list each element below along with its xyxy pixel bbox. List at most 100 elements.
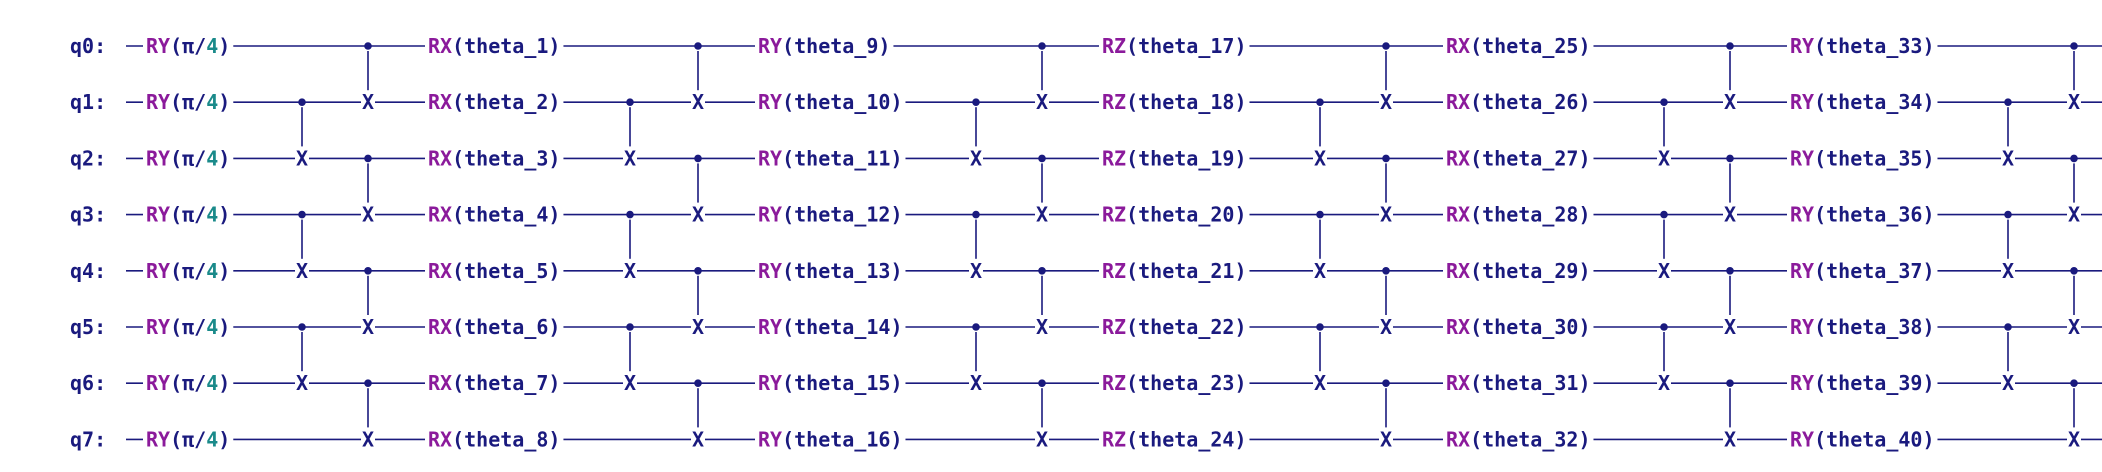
svg-text:RX(theta_32): RX(theta_32) <box>1446 427 1591 451</box>
cnot-control-dot <box>626 210 634 219</box>
ry-pi4-gate: RY(π/4) <box>143 89 234 116</box>
cnot-target: X <box>362 427 374 451</box>
svg-text:RX(theta_28): RX(theta_28) <box>1446 203 1591 227</box>
svg-text:RX(theta_6): RX(theta_6) <box>428 315 560 339</box>
ry-gate: RY(theta_14) <box>755 314 906 340</box>
rx-gate: RX(theta_5) <box>425 257 564 284</box>
cnot-target: X <box>970 371 982 395</box>
rz-gate: RZ(theta_21) <box>1099 257 1250 284</box>
cnot-target: X <box>1380 315 1392 339</box>
svg-text:RY(theta_16): RY(theta_16) <box>758 427 903 451</box>
svg-text:RZ(theta_24): RZ(theta_24) <box>1102 427 1247 451</box>
cnot-target: X <box>1658 146 1670 170</box>
rx-gate: RX(theta_26) <box>1443 89 1594 116</box>
cnot-control-dot <box>1726 267 1734 275</box>
cnot-target: X <box>624 259 636 283</box>
svg-text:RY(π/4): RY(π/4) <box>146 203 230 227</box>
rx-gate: RX(theta_8) <box>425 426 564 453</box>
rx-gate: RX(theta_25) <box>1443 33 1594 59</box>
rz-gate: RZ(theta_20) <box>1099 201 1250 228</box>
cnot-target: X <box>692 315 704 339</box>
gates-layer: RY(π/4) RY(π/4) RY(π/4) RY(π/4) RY(π/4) RY(π/… <box>143 33 2081 453</box>
cnot-target: X <box>362 203 374 227</box>
cnot-target: X <box>1380 90 1392 114</box>
cnot-target: X <box>2068 315 2080 339</box>
cnot-target: X <box>624 146 636 170</box>
cnot-control-dot <box>1316 98 1324 106</box>
cnot-target: X <box>1380 203 1392 227</box>
cnot-control-dot <box>972 323 980 331</box>
cnot-target: X <box>1658 259 1670 283</box>
svg-text:RY(theta_34): RY(theta_34) <box>1790 90 1935 114</box>
cnot-target: X <box>2068 90 2080 114</box>
ry-gate: RY(theta_40) <box>1787 426 1938 453</box>
cnot-target: X <box>296 146 308 170</box>
cnot-control-dot <box>1382 379 1390 388</box>
ry-gate: RY(theta_11) <box>755 145 906 172</box>
cnot-control-dot <box>694 379 702 388</box>
svg-text:RZ(theta_20): RZ(theta_20) <box>1102 203 1247 227</box>
rz-gate: RZ(theta_22) <box>1099 314 1250 340</box>
svg-text:RX(theta_7): RX(theta_7) <box>428 371 560 395</box>
svg-text:RZ(theta_21): RZ(theta_21) <box>1102 259 1247 283</box>
cnot-target: X <box>1724 90 1736 114</box>
cnot-control-dot <box>2070 42 2078 50</box>
cnot-target: X <box>692 203 704 227</box>
ry-gate: RY(theta_37) <box>1787 257 1938 284</box>
cnot-target: X <box>1036 315 1048 339</box>
cnot-target: X <box>2068 203 2080 227</box>
svg-text:RY(theta_10): RY(theta_10) <box>758 90 903 114</box>
cnot-control-dot <box>2004 98 2012 106</box>
cnot-control-dot <box>1726 379 1734 388</box>
cnot-control-dot <box>298 323 306 331</box>
cnot-control-dot <box>298 98 306 106</box>
cnot-control-dot <box>298 210 306 219</box>
cnot-control-dot <box>1038 267 1046 275</box>
rz-gate: RZ(theta_19) <box>1099 145 1250 172</box>
ry-pi4-gate: RY(π/4) <box>143 257 234 284</box>
cnot-target: X <box>1724 427 1736 451</box>
cnot-target: X <box>1036 90 1048 114</box>
cnot-control-dot <box>1316 210 1324 219</box>
cnot-control-dot <box>1382 154 1390 163</box>
cnot-control-dot <box>1382 267 1390 275</box>
ry-gate: RY(theta_35) <box>1787 145 1938 172</box>
svg-text:RY(theta_9): RY(theta_9) <box>758 34 890 58</box>
cnot-control-dot <box>1660 210 1668 219</box>
qubit-label: q3: <box>70 203 106 227</box>
cnot-control-dot <box>2070 154 2078 163</box>
ry-gate: RY(theta_38) <box>1787 314 1938 340</box>
rx-gate: RX(theta_6) <box>425 314 564 340</box>
cnot-control-dot <box>364 267 372 275</box>
cnot-control-dot <box>364 379 372 388</box>
qubit-label: q7: <box>70 427 106 451</box>
rx-gate: RX(theta_27) <box>1443 145 1594 172</box>
ry-gate: RY(theta_12) <box>755 201 906 228</box>
rx-gate: RX(theta_30) <box>1443 314 1594 340</box>
svg-text:RX(theta_31): RX(theta_31) <box>1446 371 1591 395</box>
ry-gate: RY(theta_9) <box>755 33 894 59</box>
cnot-control-dot <box>1382 42 1390 50</box>
cnot-control-dot <box>1660 323 1668 331</box>
svg-text:RY(π/4): RY(π/4) <box>146 427 230 451</box>
qubit-label: q1: <box>70 90 106 114</box>
cnot-control-dot <box>1038 154 1046 163</box>
cnot-target: X <box>1724 315 1736 339</box>
cnot-control-dot <box>1038 379 1046 388</box>
svg-text:RY(π/4): RY(π/4) <box>146 146 230 170</box>
cnot-connectors <box>301 51 2075 429</box>
cnot-target: X <box>1314 146 1326 170</box>
svg-text:RY(theta_14): RY(theta_14) <box>758 315 903 339</box>
cnot-target: X <box>2002 259 2014 283</box>
svg-text:RX(theta_30): RX(theta_30) <box>1446 315 1591 339</box>
qubit-label: q6: <box>70 371 106 395</box>
rx-gate: RX(theta_7) <box>425 370 564 397</box>
svg-text:RZ(theta_17): RZ(theta_17) <box>1102 34 1247 58</box>
svg-text:RY(π/4): RY(π/4) <box>146 90 230 114</box>
ry-gate: RY(theta_36) <box>1787 201 1938 228</box>
rx-gate: RX(theta_2) <box>425 89 564 116</box>
cnot-target: X <box>1658 371 1670 395</box>
ry-gate: RY(theta_34) <box>1787 89 1938 116</box>
cnot-target: X <box>1724 203 1736 227</box>
